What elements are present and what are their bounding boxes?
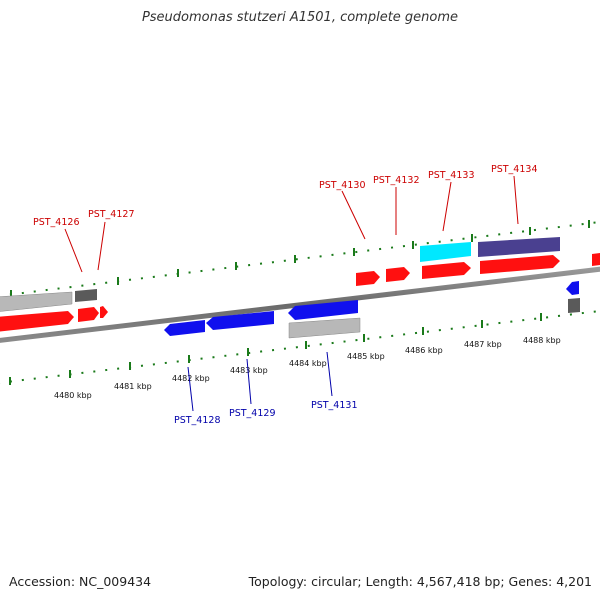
gene-label-pst-4130: PST_4130 (319, 180, 366, 191)
scale-label: 4488 kbp (523, 336, 561, 345)
reverse-genes[interactable] (164, 281, 580, 339)
upper-tick-row (0, 221, 600, 297)
gene-label-pst-4131: PST_4131 (311, 400, 358, 411)
gene-label-pst-4132: PST_4132 (373, 175, 420, 186)
gene-forward (0, 311, 74, 332)
scale-label: 4480 kbp (54, 391, 92, 400)
scale-label: 4486 kbp (405, 346, 443, 355)
scale-label: 4485 kbp (347, 352, 385, 361)
gene-dark (568, 298, 580, 313)
gene-pseudo (0, 291, 73, 312)
gene-reverse (206, 311, 274, 330)
callout-lines (64, 175, 519, 412)
gene-forward (480, 255, 560, 274)
scale-label: 4487 kbp (464, 340, 502, 349)
scale-label: 4481 kbp (114, 382, 152, 391)
gene-forward (356, 271, 380, 286)
gene-label-pst-4133: PST_4133 (428, 170, 475, 181)
accession-text: Accession: NC_009434 (9, 574, 152, 589)
map-title: Pseudomonas stutzeri A1501, complete gen… (141, 10, 459, 25)
topology-text: Topology: circular; Length: 4,567,418 bp… (248, 574, 592, 589)
gene-slate (478, 237, 560, 257)
gene-forward (100, 306, 108, 318)
gene-forward (422, 262, 471, 279)
gene-label-pst-4129: PST_4129 (229, 408, 276, 419)
gene-label-pst-4126: PST_4126 (33, 217, 80, 228)
forward-gene-labels: PST_4126 PST_4127 PST_4130 PST_4132 PST_… (33, 164, 538, 228)
gene-label-pst-4128: PST_4128 (174, 415, 221, 426)
scale-label: 4484 kbp (289, 359, 327, 368)
gene-reverse (288, 300, 358, 320)
gene-dark (75, 289, 97, 302)
gene-label-pst-4127: PST_4127 (88, 209, 135, 220)
gene-reverse (164, 320, 205, 336)
scale-labels: 4480 kbp 4481 kbp 4482 kbp 4483 kbp 4484… (54, 336, 561, 400)
scale-label: 4483 kbp (230, 366, 268, 375)
gene-forward (78, 307, 99, 322)
genome-backbone (0, 266, 600, 343)
reverse-gene-labels: PST_4128 PST_4129 PST_4131 (174, 400, 358, 426)
gene-rna (420, 242, 471, 262)
gene-forward (592, 253, 600, 266)
forward-genes[interactable] (0, 237, 600, 332)
gene-forward (386, 267, 410, 282)
lower-tick-row (0, 310, 600, 384)
gene-reverse (566, 281, 579, 295)
scale-label: 4482 kbp (172, 374, 210, 383)
gene-label-pst-4134: PST_4134 (491, 164, 538, 175)
gene-pseudo (288, 317, 361, 339)
